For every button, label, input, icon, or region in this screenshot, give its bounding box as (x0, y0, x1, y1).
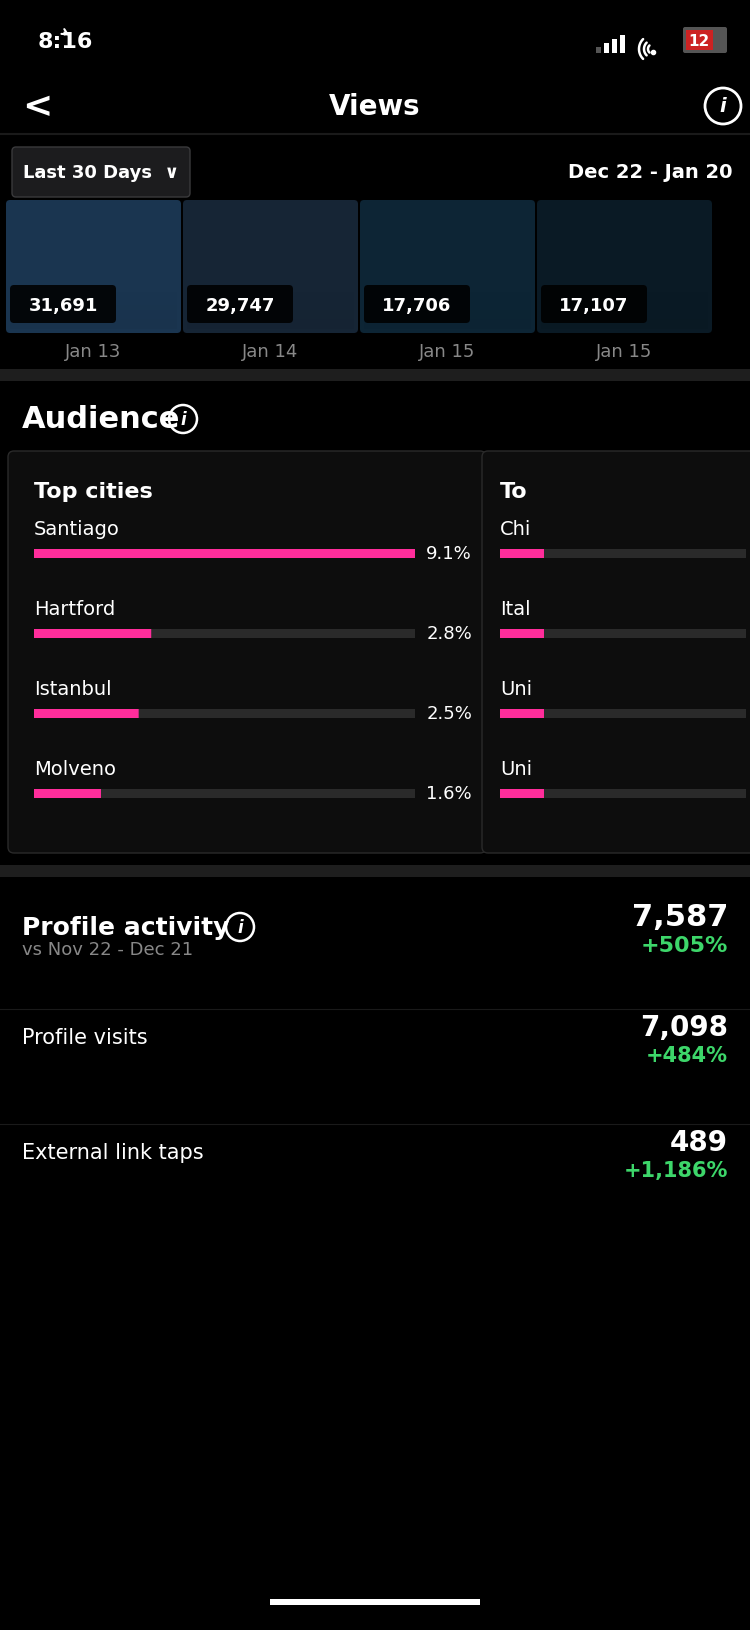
Bar (604, 44, 609, 54)
Text: i: i (180, 411, 186, 429)
Bar (544, 789, 746, 799)
FancyBboxPatch shape (183, 200, 358, 334)
Text: +484%: +484% (646, 1045, 728, 1066)
FancyBboxPatch shape (537, 200, 712, 334)
Text: Dec 22 - Jan 20: Dec 22 - Jan 20 (568, 163, 732, 183)
FancyBboxPatch shape (10, 285, 116, 324)
FancyBboxPatch shape (686, 31, 713, 51)
Text: 489: 489 (670, 1128, 728, 1156)
Text: Top cities: Top cities (34, 482, 153, 502)
FancyBboxPatch shape (360, 200, 535, 334)
FancyBboxPatch shape (683, 28, 727, 54)
Text: Profile activity: Profile activity (22, 916, 229, 939)
Bar (596, 47, 601, 54)
Text: Chi: Chi (500, 520, 531, 540)
Text: 2.8%: 2.8% (426, 624, 472, 642)
Text: To: To (500, 482, 528, 502)
FancyBboxPatch shape (500, 709, 544, 719)
FancyBboxPatch shape (34, 789, 101, 799)
Text: Jan 15: Jan 15 (419, 342, 476, 360)
Text: Jan 14: Jan 14 (242, 342, 298, 360)
Text: 7,098: 7,098 (640, 1014, 728, 1042)
Bar (0, 370, 750, 381)
FancyBboxPatch shape (6, 200, 181, 334)
FancyBboxPatch shape (34, 629, 152, 639)
Text: +1,186%: +1,186% (624, 1161, 728, 1180)
Text: 31,691: 31,691 (28, 297, 98, 315)
Bar (544, 629, 746, 639)
Text: 8:16: 8:16 (38, 33, 93, 52)
Text: External link taps: External link taps (22, 1143, 203, 1162)
Text: Profile visits: Profile visits (22, 1027, 148, 1048)
Text: Santiago: Santiago (34, 520, 120, 540)
Text: Jan 13: Jan 13 (65, 342, 122, 360)
Text: Jan 15: Jan 15 (596, 342, 652, 360)
FancyBboxPatch shape (500, 789, 544, 799)
Text: Audience: Audience (22, 406, 180, 434)
Bar (34, 549, 415, 559)
FancyBboxPatch shape (364, 285, 470, 324)
Bar (620, 36, 625, 54)
Text: Istanbul: Istanbul (34, 680, 112, 699)
FancyBboxPatch shape (500, 629, 544, 639)
Text: Ital: Ital (500, 600, 531, 619)
Text: 2.5%: 2.5% (426, 704, 472, 722)
Text: Hartford: Hartford (34, 600, 116, 619)
Text: Uni: Uni (500, 680, 532, 699)
Text: vs Nov 22 - Dec 21: vs Nov 22 - Dec 21 (22, 941, 194, 958)
Text: Last 30 Days  ∨: Last 30 Days ∨ (23, 165, 179, 183)
FancyBboxPatch shape (270, 1599, 480, 1606)
Text: Uni: Uni (500, 760, 532, 779)
FancyBboxPatch shape (12, 148, 190, 197)
Text: <: < (22, 90, 53, 124)
Text: 17,107: 17,107 (560, 297, 628, 315)
Bar (612, 41, 617, 54)
Text: 9.1%: 9.1% (426, 544, 472, 562)
FancyBboxPatch shape (187, 285, 293, 324)
FancyBboxPatch shape (500, 549, 544, 559)
Text: 7,587: 7,587 (632, 903, 728, 932)
Text: +505%: +505% (640, 936, 728, 955)
Text: 17,706: 17,706 (382, 297, 452, 315)
FancyBboxPatch shape (541, 285, 647, 324)
Text: 1.6%: 1.6% (426, 784, 472, 802)
Text: Views: Views (329, 93, 421, 121)
Text: i: i (720, 98, 726, 116)
Text: Molveno: Molveno (34, 760, 116, 779)
Text: i: i (237, 918, 243, 936)
Bar (34, 709, 415, 719)
Bar (544, 709, 746, 719)
FancyBboxPatch shape (34, 709, 139, 719)
Bar (544, 549, 746, 559)
Text: 29,747: 29,747 (206, 297, 274, 315)
FancyBboxPatch shape (8, 452, 486, 854)
Bar (34, 629, 415, 639)
Text: 12: 12 (688, 34, 709, 49)
Bar (0, 866, 750, 877)
FancyBboxPatch shape (34, 549, 415, 559)
FancyBboxPatch shape (482, 452, 750, 854)
Bar (34, 789, 415, 799)
